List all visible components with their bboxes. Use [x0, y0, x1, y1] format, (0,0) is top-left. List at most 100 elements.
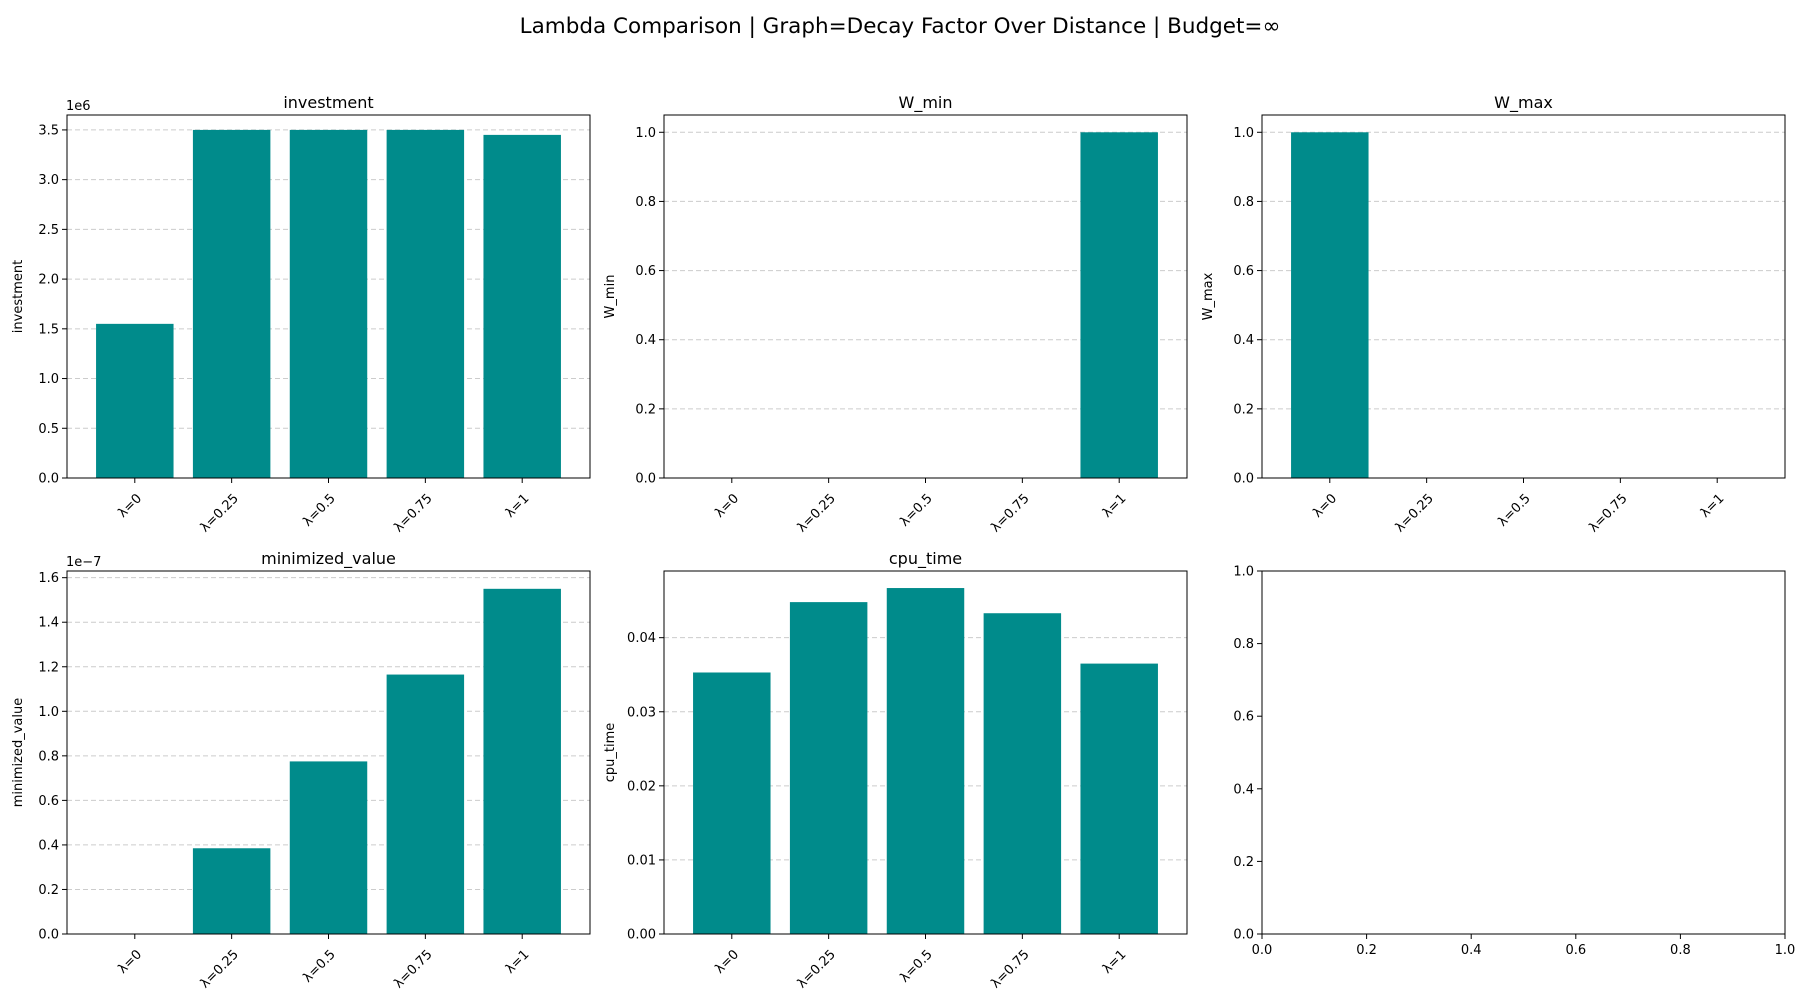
x-tick-label: 1.0 [1775, 943, 1796, 958]
subplot-title: W_max [1494, 93, 1553, 113]
y-tick-label: 1.4 [38, 616, 59, 631]
subplot-cpu_time: λ=0 λ=0.25 λ=0.5 λ=0.75 λ=1 0.00 0.01 0.02 0.03 0… [603, 549, 1188, 991]
bar [96, 323, 174, 478]
y-axis-label: investment [11, 260, 26, 333]
axes-frame [66, 570, 591, 935]
axes-frame [1261, 114, 1786, 479]
y-tick-label: 0.01 [627, 853, 656, 868]
y-tick-label: 0.8 [635, 195, 656, 210]
x-tick-label: λ=0.75 [1586, 491, 1630, 535]
bar [192, 129, 271, 479]
y-tick-label: 0.6 [635, 264, 656, 279]
x-tick-label: λ=0 [712, 947, 742, 977]
y-tick-label: 3.5 [38, 123, 59, 138]
x-tick-label: λ=0.5 [300, 491, 338, 529]
y-tick-label: 0.4 [38, 838, 59, 853]
y-axis-label: cpu_time [603, 723, 618, 783]
bar [1080, 663, 1158, 934]
x-tick-label: λ=1 [1100, 947, 1130, 977]
subplot-empty: 0.0 0.2 0.4 0.6 0.8 1.0 0.0 0.2 0.4 0.6 0.8 1.0 [1233, 565, 1795, 959]
x-tick-label: λ=0.5 [300, 947, 338, 985]
y-tick-label: 0.03 [627, 705, 656, 720]
subplot-title: investment [283, 93, 373, 112]
subplot-minimized_value: λ=0 λ=0.25 λ=0.5 λ=0.75 λ=1 0.0 0.2 0.4 0.6 0.8 1.… [11, 549, 591, 991]
y-tick-label: 1.0 [38, 372, 59, 387]
y-tick-label: 0.6 [38, 794, 59, 809]
y-tick-label: 1.6 [38, 571, 59, 586]
y-tick-label: 0.4 [635, 333, 656, 348]
y-offset-label: 1e6 [66, 99, 91, 114]
x-tick-label: 0.6 [1565, 943, 1586, 958]
axes-frame [1261, 570, 1786, 935]
x-tick-label: λ=0.25 [198, 491, 242, 535]
y-tick-label: 2.5 [38, 223, 59, 238]
subplot-investment: λ=0 λ=0.25 λ=0.5 λ=0.75 λ=1 0.0 0.5 1.0 1.5 2.0 2.… [11, 93, 591, 535]
bar [192, 848, 271, 934]
y-tick-label: 0.5 [38, 422, 59, 437]
y-axis-label: minimized_value [11, 698, 26, 807]
bar [386, 674, 465, 934]
y-tick-label: 0.4 [1233, 782, 1254, 797]
figure-title: Lambda Comparison | Graph=Decay Factor O… [519, 14, 1281, 39]
y-tick-label: 1.2 [38, 660, 59, 675]
y-tick-label: 0.6 [1233, 710, 1254, 725]
y-tick-label: 0.8 [1233, 195, 1254, 210]
x-tick-label: 0.0 [1252, 943, 1273, 958]
bar [886, 588, 965, 934]
y-tick-label: 3.0 [38, 173, 59, 188]
bar [386, 129, 465, 479]
subplot-W_max: λ=0 λ=0.25 λ=0.5 λ=0.75 λ=1 0.0 0.2 0.4 0.6 0.8 1.… [1201, 93, 1786, 535]
x-tick-label: λ=0.25 [198, 947, 242, 991]
subplot-W_min: λ=0 λ=0.25 λ=0.5 λ=0.75 λ=1 0.0 0.2 0.4 0.6 0.8 1.… [603, 93, 1188, 535]
x-tick-label: λ=0.25 [795, 947, 839, 991]
bar [289, 761, 368, 934]
x-tick-label: λ=0.75 [988, 947, 1032, 991]
y-tick-label: 1.5 [38, 322, 59, 337]
subplot-title: minimized_value [261, 549, 396, 569]
y-tick-label: 0.2 [635, 402, 656, 417]
x-tick-label: λ=0 [115, 491, 145, 521]
x-tick-label: λ=0.25 [795, 491, 839, 535]
axes-frame [663, 570, 1188, 935]
bar [483, 588, 561, 934]
bar [693, 672, 771, 934]
x-tick-label: λ=1 [503, 947, 533, 977]
bar [1080, 132, 1158, 479]
x-tick-label: λ=1 [503, 491, 533, 521]
y-axis-label: W_max [1201, 272, 1216, 320]
x-tick-label: λ=1 [1698, 491, 1728, 521]
y-tick-label: 0.8 [1233, 637, 1254, 652]
y-tick-label: 1.0 [635, 126, 656, 141]
bar [483, 134, 561, 478]
x-tick-label: 0.2 [1356, 943, 1377, 958]
y-tick-label: 0.00 [627, 928, 656, 943]
x-tick-label: λ=0.5 [897, 947, 935, 985]
bar [289, 129, 368, 479]
x-tick-label: λ=0.75 [391, 491, 435, 535]
y-tick-label: 0.02 [627, 779, 656, 794]
y-axis-label: W_min [603, 275, 618, 319]
y-tick-label: 0.2 [38, 883, 59, 898]
y-tick-label: 0.0 [635, 472, 656, 487]
y-tick-label: 0.0 [38, 928, 59, 943]
y-tick-label: 0.6 [1233, 264, 1254, 279]
y-tick-label: 1.0 [1233, 126, 1254, 141]
y-tick-label: 0.4 [1233, 333, 1254, 348]
x-tick-label: λ=0.75 [988, 491, 1032, 535]
bar [789, 602, 868, 934]
x-tick-label: λ=1 [1100, 491, 1130, 521]
axes-frame [66, 114, 591, 479]
x-tick-label: λ=0.5 [897, 491, 935, 529]
x-tick-label: λ=0 [712, 491, 742, 521]
y-tick-label: 0.2 [1233, 855, 1254, 870]
x-tick-label: λ=0.25 [1393, 491, 1437, 535]
bar [1291, 132, 1369, 479]
y-tick-label: 0.8 [38, 749, 59, 764]
x-tick-label: λ=0 [1310, 491, 1340, 521]
y-tick-label: 0.2 [1233, 402, 1254, 417]
y-tick-label: 0.04 [627, 631, 656, 646]
y-tick-label: 1.0 [38, 705, 59, 720]
y-offset-label: 1e−7 [66, 555, 101, 570]
x-tick-label: 0.4 [1461, 943, 1482, 958]
